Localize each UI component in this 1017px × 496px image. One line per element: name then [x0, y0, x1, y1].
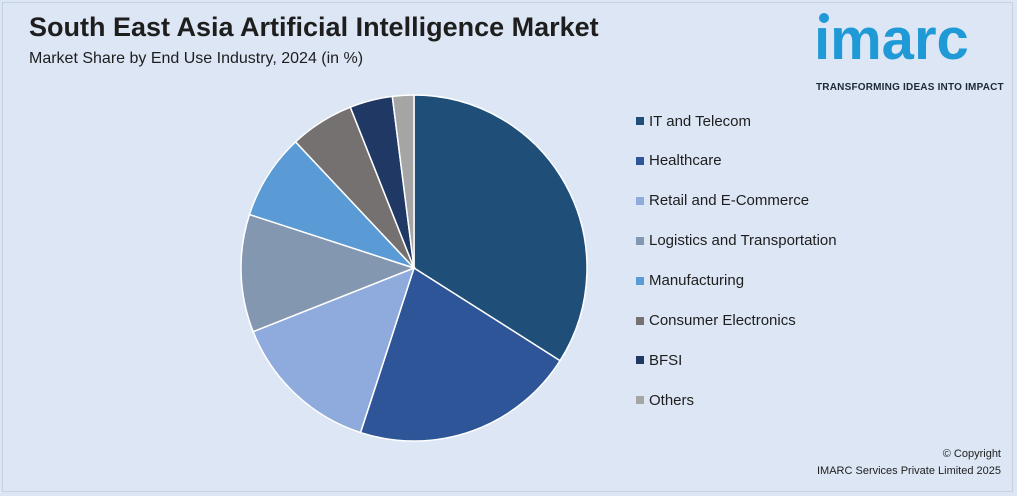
legend-label: Manufacturing [649, 272, 745, 290]
legend-label: Others [649, 391, 695, 409]
imarc-logo: ımarc TRANSFORMING IDEAS INTO IMPACT [812, 8, 1010, 96]
legend-swatch [636, 236, 644, 245]
legend-item-it-and-telecom: IT and Telecom [636, 111, 751, 131]
copyright-notice: © Copyright IMARC Services Private Limit… [817, 446, 1001, 480]
pie-slice-healthcare [359, 266, 562, 442]
legend-swatch [636, 356, 644, 365]
copyright-company: IMARC Services Private Limited 2025 [816, 465, 1001, 477]
chart-subtitle: Market Share by End Use Industry, 2024 (… [29, 50, 364, 67]
pie-slice-logistics-and-transportation [240, 213, 417, 333]
pie-slice-others [391, 94, 415, 269]
legend-label: BFSI [649, 351, 683, 369]
legend-label: Healthcare [649, 152, 722, 170]
logo-tagline: TRANSFORMING IDEAS INTO IMPACT [816, 82, 1004, 93]
legend-swatch [636, 396, 644, 405]
pie-slice-it-and-telecom [413, 94, 588, 362]
legend-label: Logistics and Transportation [649, 232, 837, 250]
legend-swatch [636, 117, 644, 125]
legend-item-bfsi: BFSI [636, 350, 682, 370]
copyright-line: © Copyright [942, 448, 1001, 460]
legend-label: Consumer Electronics [649, 312, 796, 329]
legend-item-manufacturing: Manufacturing [636, 271, 744, 291]
chart-title: South East Asia Artificial Intelligence … [29, 12, 599, 42]
legend-label: IT and Telecom [649, 112, 752, 130]
legend-swatch [636, 316, 644, 325]
legend-swatch [636, 196, 644, 205]
legend-item-healthcare: Healthcare [636, 151, 722, 171]
legend-item-consumer-electronics: Consumer Electronics [636, 311, 796, 331]
legend-swatch [636, 276, 644, 285]
pie-slice-retail-and-e-commerce [252, 266, 416, 434]
logo-dot [819, 13, 829, 23]
logo-text: ımarc [814, 7, 969, 72]
legend-item-others: Others [636, 390, 694, 410]
legend-swatch [636, 156, 644, 165]
legend-item-logistics-and-transportation: Logistics and Transportation [636, 231, 837, 251]
legend-label: Retail and E-Commerce [649, 192, 810, 210]
legend-item-retail-and-e-commerce: Retail and E-Commerce [636, 191, 809, 211]
